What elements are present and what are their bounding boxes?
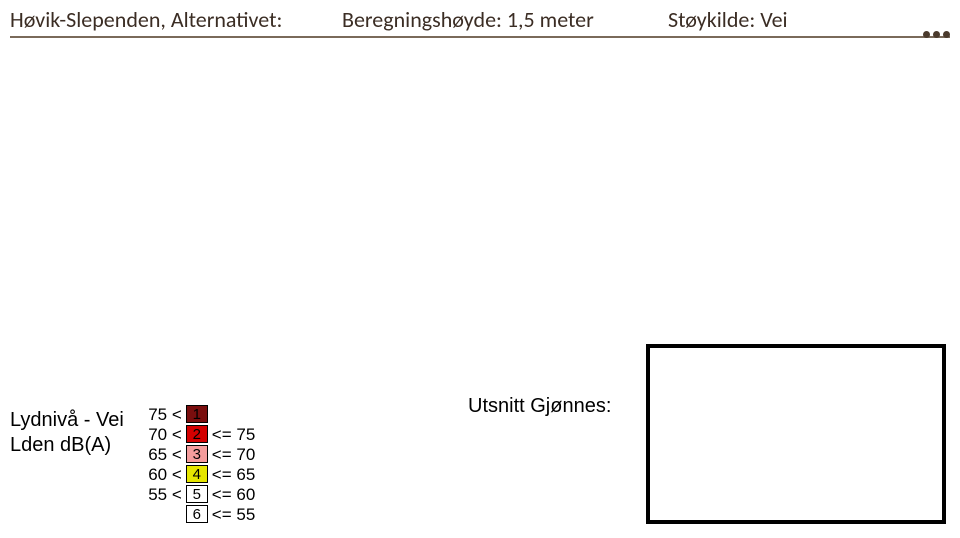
legend-upper: <= 65 (208, 466, 256, 483)
legend-row: 65 < 3 <= 70 (138, 444, 256, 464)
header-dots-icon (923, 31, 950, 38)
legend-upper: <= 60 (208, 486, 256, 503)
legend-swatch: 2 (186, 425, 208, 443)
legend-idx: 3 (193, 447, 201, 462)
legend-lower: 75 < (138, 406, 186, 423)
legend-idx: 1 (193, 407, 201, 422)
noise-legend: Lydnivå - Vei Lden dB(A) 75 < 1 70 < 2 <… (10, 404, 255, 524)
legend-upper: <= 70 (208, 446, 256, 463)
title-location: Høvik-Slependen, Alternativet: (10, 6, 282, 33)
legend-idx: 4 (193, 467, 201, 482)
legend-upper: <= 75 (208, 426, 256, 443)
legend-row: 75 < 1 (138, 404, 256, 424)
legend-swatch: 4 (186, 465, 208, 483)
legend-swatch: 3 (186, 445, 208, 463)
legend-lower: 55 < (138, 486, 186, 503)
legend-title: Lydnivå - Vei Lden dB(A) (10, 408, 124, 458)
legend-row: 70 < 2 <= 75 (138, 424, 256, 444)
legend-upper: <= 55 (208, 506, 256, 523)
legend-row: 55 < 5 <= 60 (138, 484, 256, 504)
legend-lower: 65 < (138, 446, 186, 463)
title-noise-source: Støykilde: Vei (668, 6, 788, 33)
legend-idx: 6 (193, 507, 201, 522)
legend-row: 6 <= 55 (138, 504, 256, 524)
legend-title-line1: Lydnivå - Vei (10, 409, 124, 431)
legend-lower: 70 < (138, 426, 186, 443)
legend-idx: 2 (193, 427, 201, 442)
legend-swatch: 1 (186, 405, 208, 423)
legend-title-line2: Lden dB(A) (10, 434, 111, 456)
legend-swatch: 5 (186, 485, 208, 503)
legend-table: 75 < 1 70 < 2 <= 75 65 < 3 <= 70 60 < 4 (138, 404, 256, 524)
legend-row: 60 < 4 <= 65 (138, 464, 256, 484)
title-calc-height: Beregningshøyde: 1,5 meter (342, 6, 594, 33)
header: Høvik-Slependen, Alternativet: Beregning… (10, 6, 950, 40)
cutout-box (646, 344, 946, 524)
legend-lower: 60 < (138, 466, 186, 483)
cutout-label: Utsnitt Gjønnes: (468, 395, 611, 418)
header-underline (10, 36, 950, 38)
legend-idx: 5 (193, 487, 201, 502)
legend-swatch: 6 (186, 505, 208, 523)
